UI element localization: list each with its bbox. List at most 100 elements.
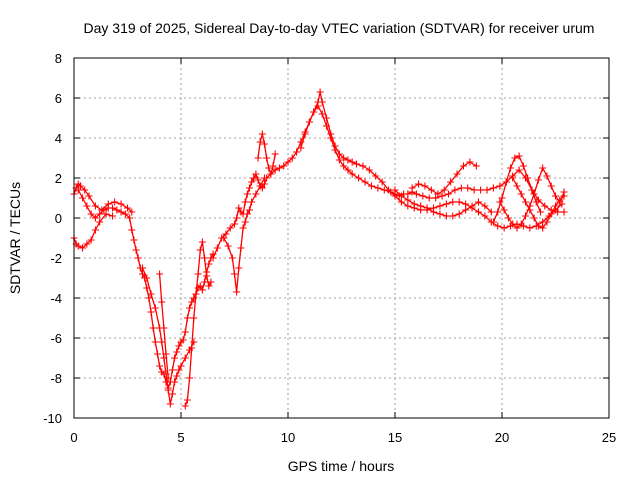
data-point [201,278,209,286]
data-point [427,186,435,194]
series-line [73,213,113,249]
data-point [556,196,564,204]
data-point [498,194,506,202]
data-point [462,200,470,208]
data-point [164,374,172,382]
data-point [198,238,206,246]
data-point [147,290,155,298]
data-point [284,158,292,166]
series-arc-7 [209,102,568,262]
data-point [171,378,179,386]
data-point [96,218,104,226]
data-point [481,202,489,210]
data-point [111,198,119,206]
x-tick-label: 20 [495,430,509,445]
data-point [250,174,258,182]
data-point [352,160,360,168]
data-point [260,174,268,182]
data-point [404,190,412,198]
data-point [365,166,373,174]
data-point [417,202,425,210]
data-point [511,154,519,162]
data-point [156,362,164,370]
data-point [361,178,369,186]
data-point [543,218,551,226]
data-point [231,220,238,228]
data-point [522,212,530,220]
data-point [318,98,326,106]
data-point [252,190,260,198]
data-point [539,224,547,232]
data-point [160,324,168,332]
data-point [164,386,172,394]
data-point [539,164,547,172]
data-point [530,214,538,222]
data-point [447,178,455,186]
data-point [477,186,485,194]
data-point [260,140,268,148]
data-point [271,150,279,158]
data-point [318,110,326,118]
data-point [145,294,153,302]
data-point [316,88,324,96]
data-point [487,208,495,216]
data-point [462,206,470,214]
data-point [239,224,247,232]
data-point [455,210,463,218]
data-point [220,234,228,242]
data-point [519,162,527,170]
data-point [267,170,275,178]
data-point [481,212,489,220]
y-tick-label: -2 [50,251,62,266]
data-point [203,272,211,280]
data-point [147,308,155,316]
data-point [91,226,99,234]
x-axis-label: GPS time / hours [288,458,395,474]
series-arc-14 [496,164,568,232]
data-point [509,220,517,228]
data-point [445,190,452,198]
data-point [560,192,568,200]
series-line [77,189,214,389]
data-point [87,236,95,244]
data-point [181,328,189,336]
data-point [442,212,450,220]
data-point [124,204,131,212]
data-point [496,182,504,190]
data-point [331,142,339,150]
data-point [293,148,301,156]
data-point [474,198,482,206]
y-tick-label: 8 [55,51,62,66]
data-point [344,156,352,164]
data-point [85,192,93,200]
data-point [151,304,159,312]
data-point [459,162,467,170]
data-point [233,214,241,222]
data-point [235,264,243,272]
data-point [271,166,279,174]
x-tick-label: 10 [281,430,295,445]
data-point [494,222,502,230]
data-point [248,178,256,186]
data-point [190,314,198,322]
series-line [141,267,195,405]
series-arc-12 [391,186,495,220]
data-point [91,202,99,210]
data-point [348,158,356,166]
data-point [515,152,523,160]
data-point [391,186,399,194]
data-point [149,324,157,332]
data-point [526,224,534,232]
data-point [466,158,474,166]
data-point [233,288,241,296]
data-point [248,198,256,206]
series-arc-9 [254,130,279,178]
data-point [404,196,412,204]
data-point [258,130,266,138]
y-tick-label: 4 [55,131,62,146]
data-point [449,212,457,220]
data-point [455,198,463,206]
data-point [543,172,551,180]
data-point [500,224,508,232]
y-tick-label: -8 [50,371,62,386]
